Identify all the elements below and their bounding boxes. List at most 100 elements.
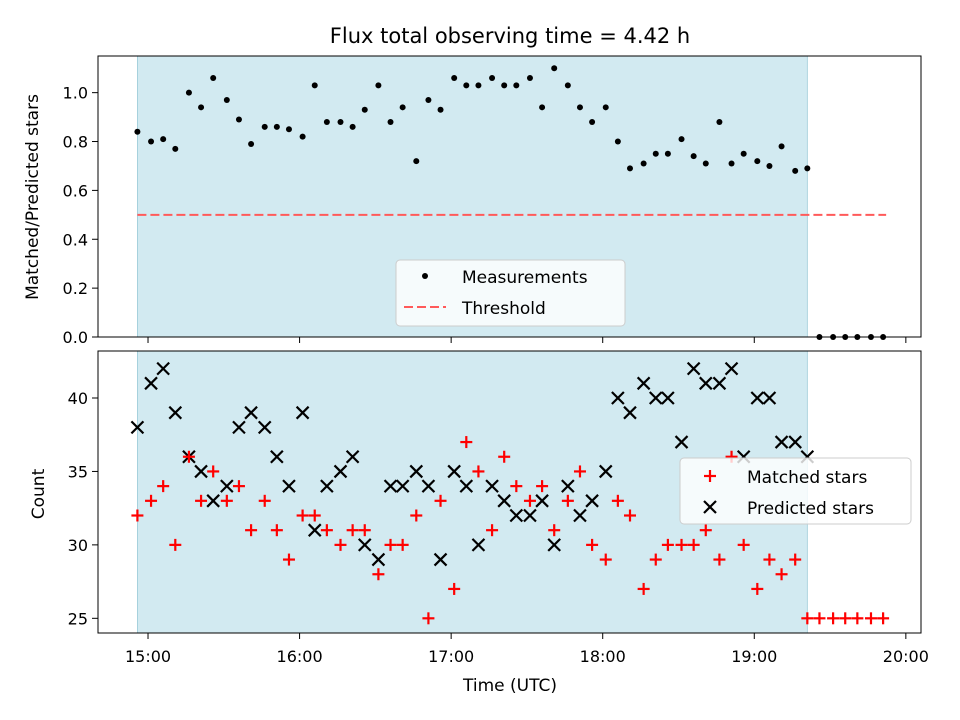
predicted-star-point [623,405,637,420]
predicted-star-point [206,494,220,508]
predicted-star-point [371,552,386,567]
measurement-point [387,118,394,125]
y-tick-label: 0.4 [63,230,88,249]
predicted-star-point [535,494,549,508]
predicted-star-point [611,391,625,405]
x-axis-label: Time (UTC) [462,676,557,696]
predicted-stars-series [130,361,815,567]
x-tick-label: 19:00 [731,647,777,666]
measurement-point [349,123,356,130]
matched-star-point [813,612,826,625]
legend-box [679,457,912,525]
matched-star-point [448,582,461,595]
measurement-point [375,82,382,89]
measurement-point [160,136,167,143]
measurement-point [551,65,558,72]
predicted-star-point [459,479,474,493]
x-stroke-b [686,361,701,376]
x-stroke-b [648,391,663,405]
predicted-star-point [409,464,424,479]
measurement-point [602,104,609,111]
x-stroke-b [156,361,170,376]
x-stroke-b [750,391,765,405]
matched-star-point [751,582,764,595]
predicted-star-point [144,376,158,391]
matched-star-point [334,538,347,551]
matched-star-point [775,568,788,581]
predicted-star-point [724,361,739,376]
matched-star-point [434,494,447,507]
measurement-point [539,104,546,111]
matched-star-point [460,436,473,449]
matched-star-point [801,612,814,625]
predicted-star-point [674,435,689,449]
x-stroke-b [712,376,727,391]
bottom-axes: Count Time (UTC) 25 30 35 40 15:00 16:00 17:00… [29,350,929,696]
measurement-point [589,118,596,125]
bottom-legend: Matched stars Predicted stars [679,457,912,525]
x-stroke-b [762,391,777,405]
plot-area: 0.0 0.2 0.4 0.6 0.8 1.0 Measurements Threshold [63,55,922,347]
matched-star-point [661,538,674,551]
x-stroke-b [561,479,575,493]
measurement-point [501,82,508,89]
measurement-point [526,74,533,81]
x-stroke-b [345,449,360,464]
matched-star-point [182,450,195,463]
predicted-star-point [523,508,537,523]
measurement-point [248,140,255,147]
measurement-point [740,150,747,157]
matched-star-point [586,538,599,551]
predicted-star-point [257,420,272,435]
legend-matched-label: Matched stars [747,468,867,488]
measurement-point [626,165,633,172]
matched-star-point [372,568,385,581]
x-tick-label: 18:00 [580,647,626,666]
predicted-star-point [421,479,436,493]
x-stroke-b [244,405,258,420]
x-stroke-b [703,500,717,514]
x-stroke-b [497,494,511,508]
measurement-point [134,128,141,135]
x-stroke-b [623,405,637,420]
measurement-point [664,150,671,157]
matched-star-point [308,509,321,522]
measurement-point [564,82,571,89]
measurement-point [299,133,306,140]
predicted-star-point [561,479,575,493]
predicted-star-point [762,391,777,405]
predicted-star-point [295,405,310,420]
matched-star-point [396,538,409,551]
measurement-point [804,165,811,172]
predicted-star-point [661,391,675,405]
x-stroke-b [409,464,424,479]
matched-star-point [687,538,700,551]
predicted-star-point [648,391,663,405]
matched-star-point [145,494,158,507]
measurement-point [437,106,444,113]
matched-star-point [270,524,283,537]
x-stroke-b [206,494,220,508]
y-tick-label: 40 [68,389,88,408]
matched-star-point [675,538,688,551]
matched-star-point [877,612,890,625]
x-stroke-b [585,494,599,508]
measurement-point [185,89,192,96]
predicted-star-point [471,538,486,552]
matched-star-point [207,465,220,478]
top-axes-frame [97,55,922,338]
measurement-point [261,123,268,130]
measurement-point [489,74,496,81]
predicted-star-point [686,361,701,376]
x-stroke-b [523,508,537,523]
figure-title: Flux total observing time = 4.42 h [330,24,690,48]
matched-star-point [851,612,864,625]
x-tick-label: 20:00 [883,647,929,666]
x-stroke-b [433,552,448,567]
predicted-star-point [712,376,727,391]
measurement-point [451,74,458,81]
x-stroke-b [144,376,158,391]
matched-star-point [384,538,397,551]
predicted-star-point [750,391,765,405]
x-stroke-b [547,538,561,552]
